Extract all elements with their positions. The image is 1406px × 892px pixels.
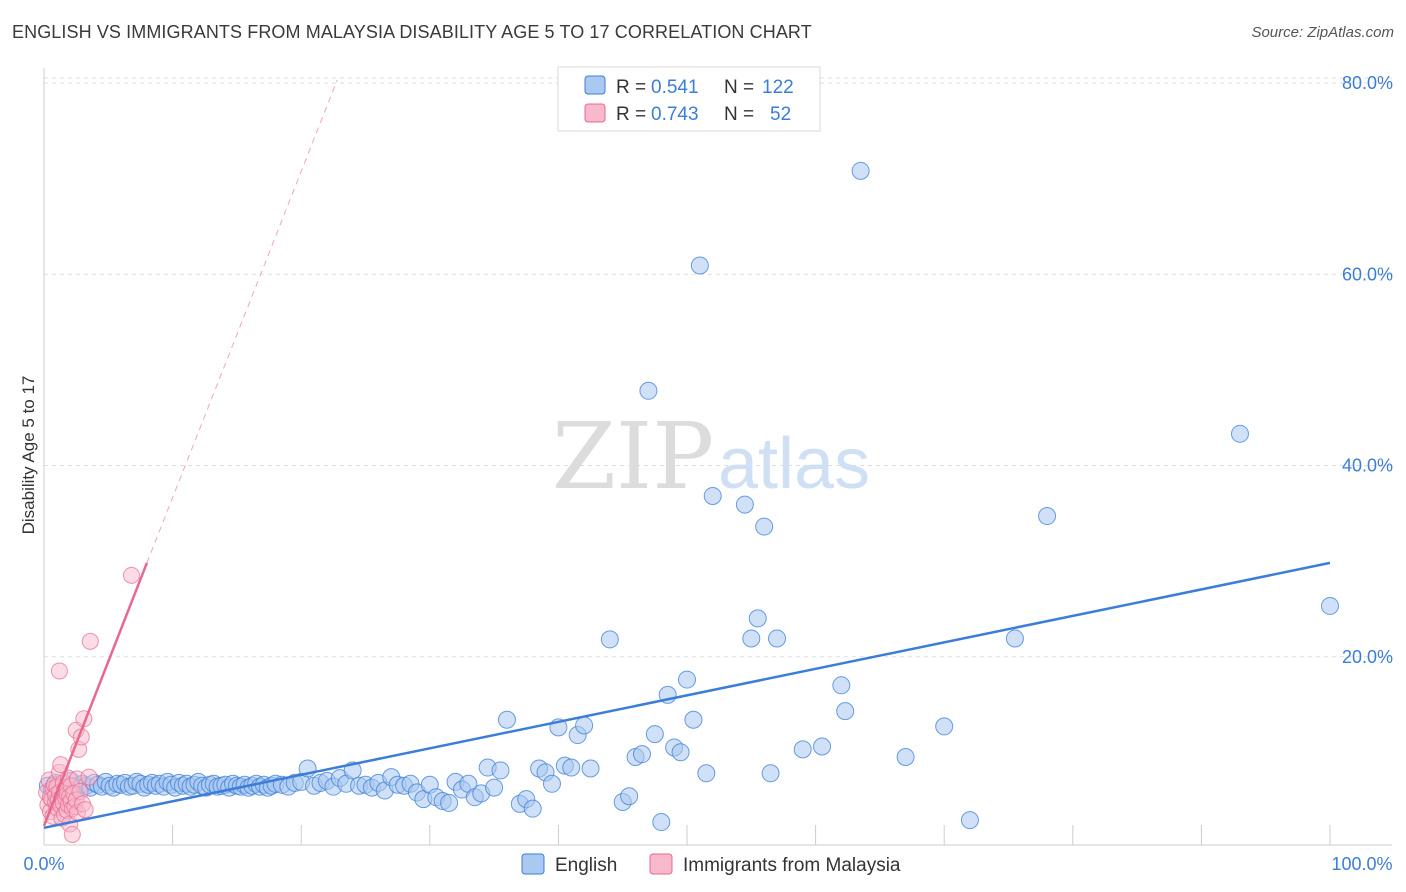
y-axis-label: Disability Age 5 to 17 bbox=[19, 376, 38, 535]
english-point bbox=[836, 702, 855, 721]
english-point bbox=[632, 745, 651, 764]
english-point bbox=[768, 629, 787, 648]
x-tick-label-min: 0.0% bbox=[23, 854, 64, 874]
legend-label-english: English bbox=[555, 855, 617, 876]
legend-n-value-english: 122 bbox=[762, 77, 794, 98]
english-trend-line bbox=[43, 561, 1331, 830]
english-point bbox=[639, 381, 658, 400]
x-axis-ticks bbox=[172, 825, 1331, 845]
english-point bbox=[697, 764, 716, 783]
english-point bbox=[485, 778, 504, 797]
english-point bbox=[491, 761, 510, 780]
malaysia-point bbox=[80, 768, 98, 786]
malaysia-point bbox=[81, 632, 99, 650]
english-point bbox=[935, 717, 954, 736]
legend-n-value-malaysia: 52 bbox=[770, 104, 791, 125]
legend-swatch-malaysia bbox=[584, 103, 606, 123]
english-point bbox=[1038, 507, 1057, 526]
legend-n-label-english: N = bbox=[724, 77, 754, 98]
legend-r-value-malaysia: 0.743 bbox=[651, 104, 699, 125]
series-legend: English Immigrants from Malaysia bbox=[521, 853, 901, 876]
english-point bbox=[703, 486, 722, 505]
english-point bbox=[851, 161, 870, 180]
english-point bbox=[755, 517, 774, 536]
english-point bbox=[671, 743, 690, 762]
grid-lines bbox=[44, 77, 1392, 658]
legend-swatch-english-bottom bbox=[521, 853, 545, 875]
y-tick-label: 40.0% bbox=[1342, 456, 1393, 476]
english-point bbox=[684, 710, 703, 729]
legend-n-label-malaysia: N = bbox=[724, 104, 754, 125]
malaysia-point bbox=[122, 566, 140, 584]
legend-r-value-english: 0.541 bbox=[651, 77, 699, 98]
english-point bbox=[562, 758, 581, 777]
x-tick-label-max: 100.0% bbox=[1331, 854, 1392, 874]
legend-r-label-english: R = bbox=[616, 77, 646, 98]
malaysia-point bbox=[76, 801, 94, 819]
malaysia-trend-line bbox=[42, 562, 149, 827]
english-points bbox=[38, 161, 1339, 832]
english-point bbox=[581, 759, 600, 778]
y-tick-label: 80.0% bbox=[1342, 73, 1393, 93]
y-tick-label: 20.0% bbox=[1342, 647, 1393, 667]
english-point bbox=[761, 764, 780, 783]
english-point bbox=[1321, 596, 1339, 615]
trend-lines bbox=[42, 79, 1331, 830]
english-point bbox=[960, 811, 979, 830]
english-point bbox=[748, 609, 767, 628]
english-point bbox=[793, 740, 812, 759]
y-axis-tick-labels: 20.0% 40.0% 60.0% 80.0% bbox=[1342, 73, 1393, 667]
correlation-legend: R = 0.541 N = 122 R = 0.743 N = 52 bbox=[557, 66, 821, 132]
english-point bbox=[1005, 629, 1024, 648]
source-credit: Source: ZipAtlas.com bbox=[1251, 24, 1394, 41]
watermark: ZIP atlas bbox=[552, 403, 870, 510]
english-point bbox=[735, 495, 754, 514]
english-point bbox=[600, 630, 619, 649]
legend-swatch-english bbox=[584, 75, 606, 95]
english-point bbox=[832, 676, 851, 695]
legend-r-label-malaysia: R = bbox=[616, 104, 646, 125]
english-point bbox=[678, 670, 696, 689]
chart-title: ENGLISH VS IMMIGRANTS FROM MALAYSIA DISA… bbox=[12, 22, 812, 42]
malaysia-point bbox=[63, 825, 81, 843]
english-point bbox=[645, 725, 664, 744]
english-point bbox=[1230, 424, 1249, 443]
y-tick-label: 60.0% bbox=[1342, 264, 1393, 284]
english-point bbox=[620, 787, 639, 806]
english-point bbox=[652, 813, 671, 832]
watermark-zip: ZIP bbox=[552, 403, 714, 510]
malaysia-trend-extension bbox=[146, 79, 338, 564]
english-point bbox=[742, 629, 761, 648]
legend-label-malaysia: Immigrants from Malaysia bbox=[683, 855, 901, 876]
english-point bbox=[497, 710, 516, 729]
english-point bbox=[690, 256, 709, 275]
english-point bbox=[440, 793, 459, 812]
english-point bbox=[542, 774, 561, 793]
english-point bbox=[523, 799, 542, 818]
english-point bbox=[813, 737, 832, 756]
legend-swatch-malaysia-bottom bbox=[649, 853, 673, 875]
watermark-atlas: atlas bbox=[718, 424, 870, 504]
malaysia-point bbox=[50, 662, 68, 680]
english-point bbox=[575, 716, 594, 735]
english-point bbox=[896, 748, 915, 767]
